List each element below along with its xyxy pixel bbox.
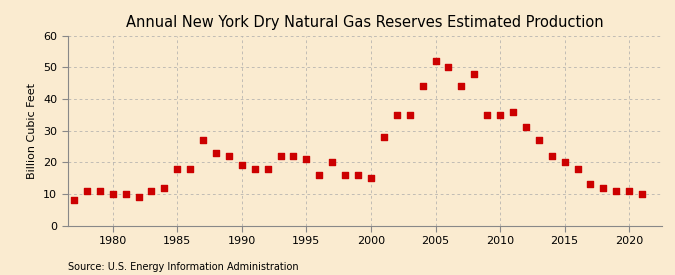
Point xyxy=(366,176,377,180)
Point xyxy=(560,160,570,164)
Point xyxy=(172,166,183,171)
Point xyxy=(95,188,105,193)
Point xyxy=(637,192,647,196)
Point xyxy=(198,138,209,142)
Point xyxy=(546,154,557,158)
Point xyxy=(133,195,144,199)
Point xyxy=(314,173,325,177)
Point xyxy=(379,135,389,139)
Point xyxy=(417,84,428,89)
Point xyxy=(585,182,596,186)
Point xyxy=(469,72,480,76)
Point xyxy=(352,173,363,177)
Point xyxy=(211,150,221,155)
Point xyxy=(236,163,247,167)
Point xyxy=(120,192,131,196)
Point xyxy=(430,59,441,63)
Point xyxy=(327,160,338,164)
Point xyxy=(301,157,312,161)
Point xyxy=(482,113,493,117)
Point xyxy=(392,113,402,117)
Point xyxy=(404,113,415,117)
Point xyxy=(495,113,506,117)
Point xyxy=(520,125,531,130)
Point xyxy=(340,173,350,177)
Point xyxy=(185,166,196,171)
Point xyxy=(572,166,583,171)
Point xyxy=(598,185,609,190)
Point xyxy=(288,154,299,158)
Point xyxy=(275,154,286,158)
Point xyxy=(249,166,260,171)
Point xyxy=(107,192,118,196)
Point xyxy=(508,109,518,114)
Point xyxy=(624,188,634,193)
Point xyxy=(611,188,622,193)
Point xyxy=(223,154,234,158)
Point xyxy=(146,188,157,193)
Point xyxy=(443,65,454,70)
Point xyxy=(533,138,544,142)
Point xyxy=(263,166,273,171)
Point xyxy=(82,188,92,193)
Y-axis label: Billion Cubic Feet: Billion Cubic Feet xyxy=(28,82,37,179)
Point xyxy=(159,185,169,190)
Point xyxy=(69,198,80,202)
Text: Source: U.S. Energy Information Administration: Source: U.S. Energy Information Administ… xyxy=(68,262,298,272)
Point xyxy=(456,84,466,89)
Title: Annual New York Dry Natural Gas Reserves Estimated Production: Annual New York Dry Natural Gas Reserves… xyxy=(126,15,603,31)
